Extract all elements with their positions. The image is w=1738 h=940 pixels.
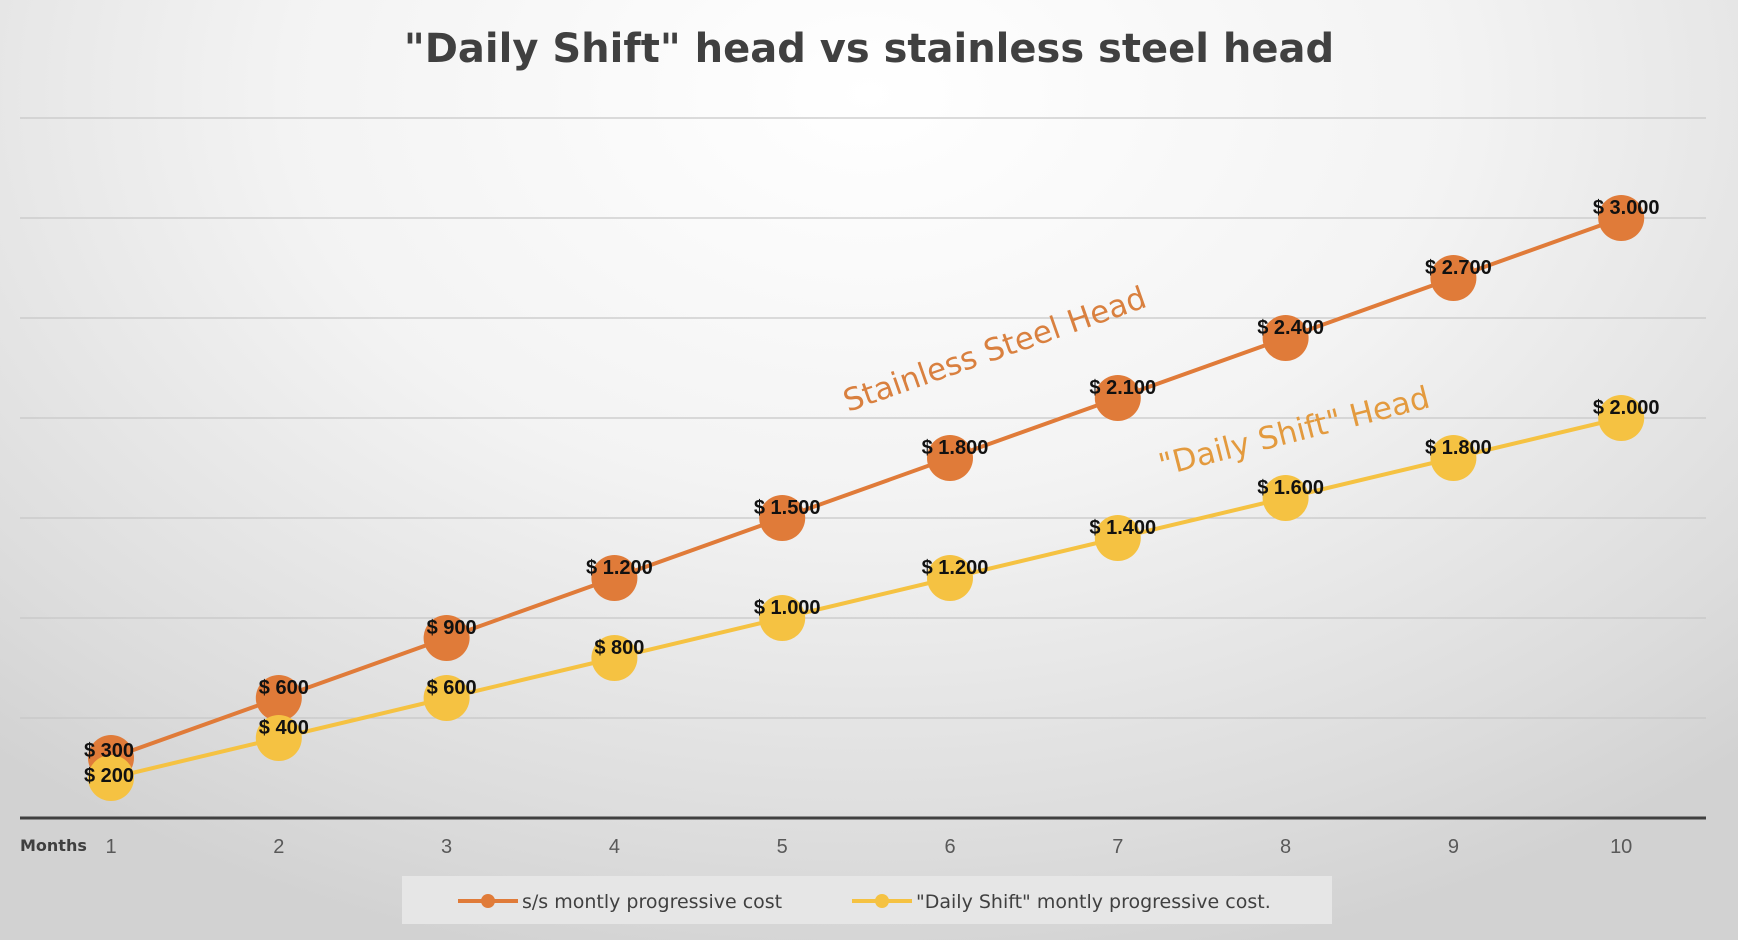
x-tick-labels: 1 2 3 4 5 6 7 8 9 10 [105, 836, 1632, 858]
data-label-1: $ 1.000 [754, 597, 821, 619]
data-label-1: $ 400 [259, 717, 309, 739]
data-label-0: $ 1.200 [586, 557, 653, 579]
data-point-0 [1262, 315, 1309, 361]
data-label-1: $ 600 [427, 677, 477, 699]
legend-marker-stainless [481, 894, 495, 908]
x-tick-label: 8 [1280, 836, 1291, 858]
data-point-0 [1430, 255, 1477, 301]
data-label-1: $ 1.400 [1089, 517, 1156, 539]
legend-item-daily-shift: "Daily Shift" montly progressive cost. [852, 891, 1271, 913]
data-label-0: $ 1.500 [754, 497, 821, 519]
series-line-1 [110, 416, 1622, 780]
series-line-0 [110, 216, 1622, 760]
data-label-1: $ 1.800 [1425, 437, 1492, 459]
data-point-0 [927, 435, 973, 481]
data-point-1 [759, 595, 806, 641]
x-tick-label: 3 [441, 836, 452, 858]
data-label-0: $ 3.000 [1593, 197, 1660, 219]
data-label-1: $ 1.600 [1257, 477, 1324, 499]
data-label-1: $ 800 [594, 637, 644, 659]
x-tick-label: 2 [273, 836, 284, 858]
series-lines [110, 216, 1622, 780]
data-point-0 [255, 675, 302, 721]
gridlines [20, 117, 1706, 719]
data-point-0 [423, 615, 470, 661]
x-tick-label: 5 [777, 836, 788, 858]
data-point-1 [1262, 475, 1309, 521]
data-label-0: $ 2.100 [1089, 377, 1156, 399]
data-point-1 [423, 675, 470, 721]
legend-item-stainless: s/s montly progressive cost [458, 891, 782, 913]
legend-marker-daily-shift [875, 894, 889, 908]
x-tick-label: 10 [1610, 836, 1632, 858]
data-point-1 [1430, 435, 1477, 481]
data-point-1 [88, 755, 134, 801]
data-point-1 [1598, 395, 1645, 441]
data-point-1 [255, 715, 302, 761]
x-tick-label: 1 [105, 836, 116, 858]
data-label-1: $ 1.200 [922, 557, 989, 579]
data-point-0 [1094, 375, 1141, 421]
data-label-0: $ 2.700 [1425, 257, 1492, 279]
data-point-1 [591, 635, 638, 681]
data-labels: $ 300 $ 600 $ 900 $ 1.200 $ 1.500 $ 1.800 $ 2.… [84, 197, 1660, 787]
data-label-0: $ 900 [427, 617, 477, 639]
data-label-0: $ 2.400 [1257, 317, 1324, 339]
data-label-0: $ 300 [84, 740, 134, 762]
chart-title: "Daily Shift" head vs stainless steel he… [404, 26, 1334, 72]
x-tick-label: 9 [1448, 836, 1459, 858]
data-point-0 [1598, 195, 1645, 241]
legend-label-stainless: s/s montly progressive cost [522, 891, 782, 913]
data-point-1 [927, 555, 973, 601]
data-point-1 [1094, 515, 1141, 561]
x-axis-label: Months [20, 836, 87, 855]
data-point-0 [759, 495, 806, 541]
data-label-0: $ 1.800 [922, 437, 989, 459]
annotation-daily-shift: "Daily Shift" Head [1155, 380, 1433, 484]
data-point-0 [591, 555, 638, 601]
data-label-1: $ 200 [84, 765, 134, 787]
x-tick-label: 4 [609, 836, 620, 858]
legend-label-daily-shift: "Daily Shift" montly progressive cost. [916, 891, 1271, 913]
data-label-0: $ 600 [259, 677, 309, 699]
x-tick-label: 6 [944, 836, 955, 858]
x-tick-label: 7 [1112, 836, 1123, 858]
legend: s/s montly progressive cost "Daily Shift… [402, 876, 1332, 924]
data-label-1: $ 2.000 [1593, 397, 1660, 419]
series-markers [88, 195, 1645, 801]
